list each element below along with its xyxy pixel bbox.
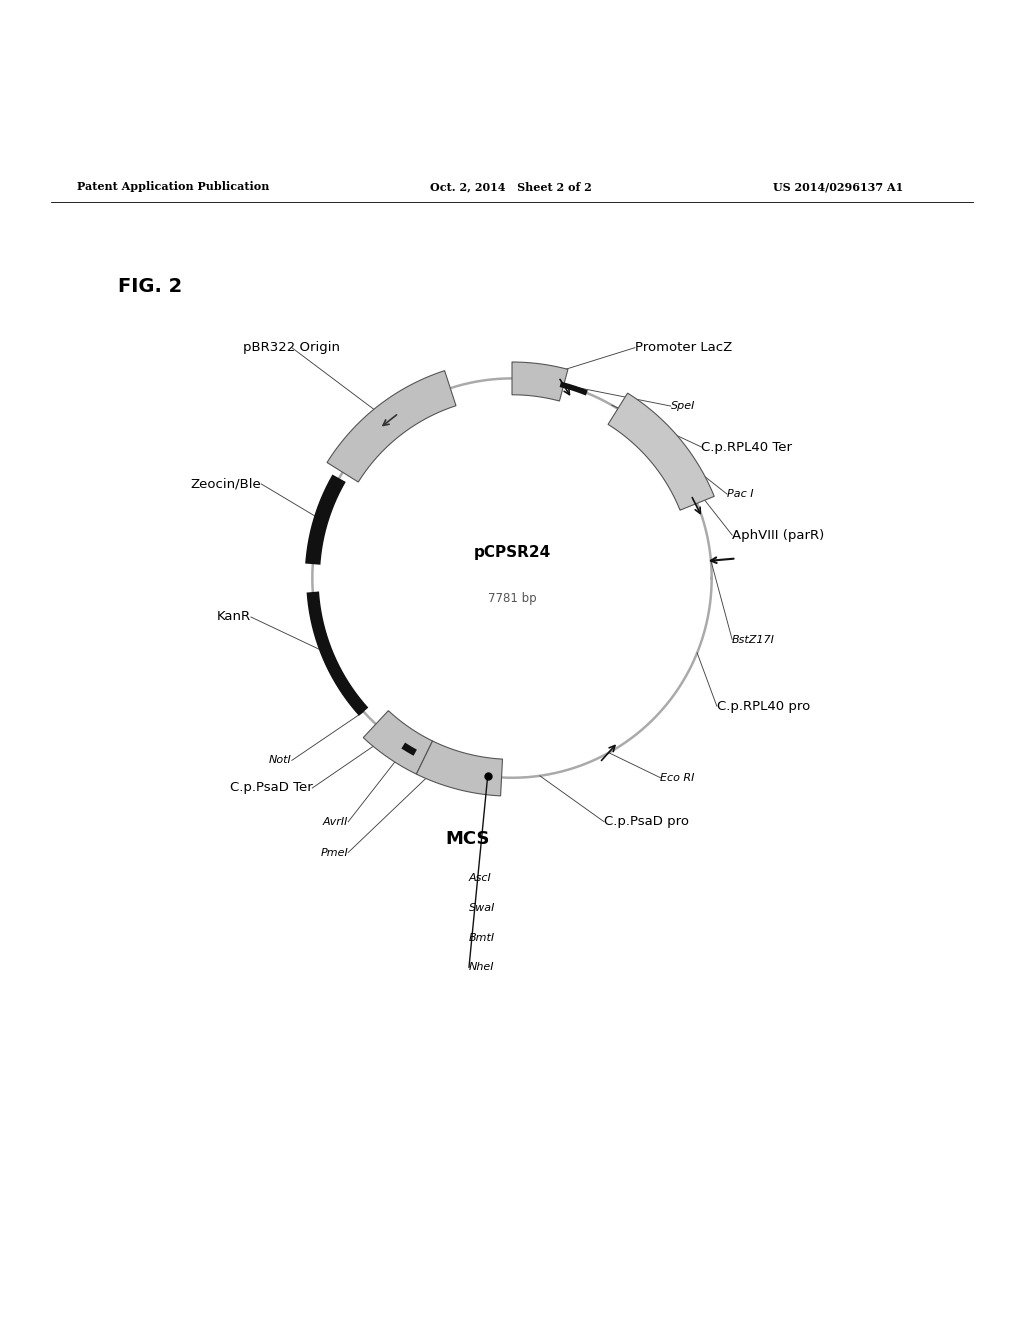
Text: Pac I: Pac I [727, 490, 754, 499]
Text: C.p.PsaD pro: C.p.PsaD pro [604, 816, 689, 828]
Text: US 2014/0296137 A1: US 2014/0296137 A1 [773, 181, 903, 193]
Text: AscI: AscI [469, 873, 492, 883]
Text: SpeI: SpeI [671, 401, 695, 411]
Text: Oct. 2, 2014   Sheet 2 of 2: Oct. 2, 2014 Sheet 2 of 2 [430, 181, 592, 193]
Text: FIG. 2: FIG. 2 [118, 277, 182, 296]
Text: Promoter LacZ: Promoter LacZ [635, 341, 732, 354]
Text: NheI: NheI [469, 962, 495, 973]
Text: PmeI: PmeI [321, 847, 348, 858]
Polygon shape [364, 710, 432, 774]
Text: 7781 bp: 7781 bp [487, 593, 537, 605]
Polygon shape [512, 362, 568, 401]
Text: NotI: NotI [269, 755, 292, 766]
Text: BmtI: BmtI [469, 932, 496, 942]
Polygon shape [417, 741, 503, 796]
Text: AphVIII (parR): AphVIII (parR) [732, 528, 824, 541]
Text: pCPSR24: pCPSR24 [473, 545, 551, 560]
Text: SwaI: SwaI [469, 903, 496, 913]
Text: BstZ17I: BstZ17I [732, 635, 775, 644]
Text: Eco RI: Eco RI [660, 772, 695, 783]
Text: MCS: MCS [445, 830, 489, 849]
Polygon shape [608, 393, 714, 511]
Text: C.p.RPL40 Ter: C.p.RPL40 Ter [701, 441, 793, 454]
Text: Patent Application Publication: Patent Application Publication [77, 181, 269, 193]
Text: Zeocin/Ble: Zeocin/Ble [190, 478, 261, 490]
Polygon shape [327, 371, 456, 482]
Text: C.p.RPL40 pro: C.p.RPL40 pro [717, 700, 810, 713]
Text: pBR322 Origin: pBR322 Origin [244, 341, 340, 354]
Text: KanR: KanR [217, 610, 251, 623]
Text: C.p.PsaD Ter: C.p.PsaD Ter [229, 781, 312, 795]
Text: AvrII: AvrII [323, 817, 348, 826]
